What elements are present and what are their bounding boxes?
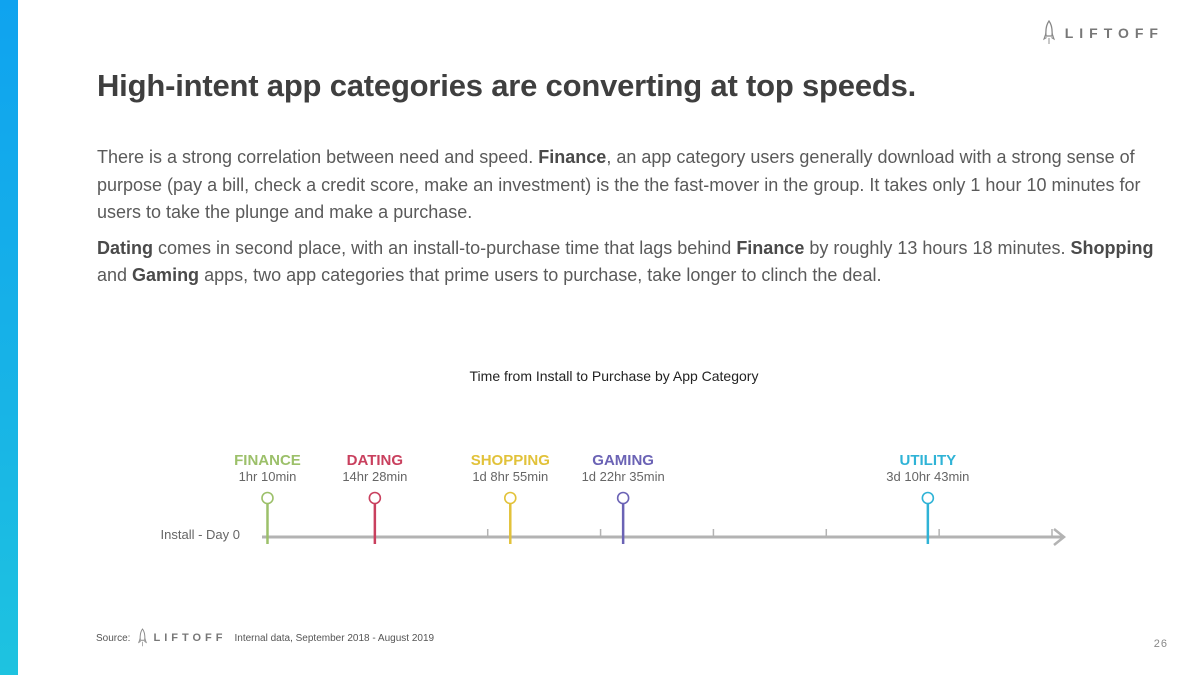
text: , an app category users generally downlo…: [97, 147, 1141, 222]
duration-label: 1d 8hr 55min: [472, 469, 548, 484]
emphasis: Finance: [538, 147, 607, 167]
text: There is a strong correlation between ne…: [97, 147, 539, 167]
text: by roughly 13 hours 18 minutes.: [804, 237, 1071, 258]
brand-logo: LIFTOFF: [1042, 18, 1164, 48]
marker-dot: [261, 491, 274, 505]
duration-label: 1d 22hr 35min: [582, 469, 665, 484]
axis-start-label: Install - Day 0: [161, 527, 240, 542]
source-label: Source:: [96, 632, 131, 644]
duration-label: 3d 10hr 43min: [886, 469, 969, 484]
page-number: 26: [1153, 638, 1168, 650]
footer-brand-name: LIFTOFF: [153, 632, 227, 644]
paragraph-1: There is a strong correlation between ne…: [97, 144, 1167, 227]
chart-title: Time from Install to Purchase by App Cat…: [469, 368, 759, 384]
category-label: SHOPPING: [471, 452, 550, 469]
accent-sidebar: [0, 0, 18, 675]
category-label: DATING: [347, 452, 403, 469]
rocket-icon: [138, 628, 148, 647]
brand-name: LIFTOFF: [1064, 25, 1164, 41]
duration-label: 1hr 10min: [239, 469, 297, 484]
duration-label: 14hr 28min: [342, 469, 407, 484]
text: comes in second place, with an install-t…: [153, 237, 737, 258]
marker-dot: [368, 491, 382, 505]
emphasis: Dating: [97, 237, 153, 258]
rocket-icon: [1042, 20, 1055, 44]
source-note: Internal data, September 2018 - August 2…: [234, 632, 435, 644]
text: and: [97, 265, 133, 285]
emphasis: Gaming: [132, 265, 200, 285]
footer: Source: LIFTOFF Internal data, September…: [96, 628, 434, 648]
emphasis: Shopping: [1070, 237, 1154, 258]
category-label: GAMING: [592, 452, 654, 469]
axis-arrow: [1053, 528, 1067, 546]
marker-dot: [921, 491, 935, 505]
emphasis: Finance: [736, 237, 805, 258]
category-label: UTILITY: [900, 452, 957, 469]
marker-dot: [616, 491, 630, 505]
marker-dot: [503, 491, 517, 505]
body-text: There is a strong correlation between ne…: [97, 144, 1167, 298]
page-title: High-intent app categories are convertin…: [97, 68, 917, 103]
category-label: FINANCE: [234, 452, 301, 469]
text: apps, two app categories that prime user…: [199, 265, 882, 285]
footer-brand: LIFTOFF: [138, 628, 226, 648]
paragraph-2: Dating comes in second place, with an in…: [97, 235, 1167, 290]
